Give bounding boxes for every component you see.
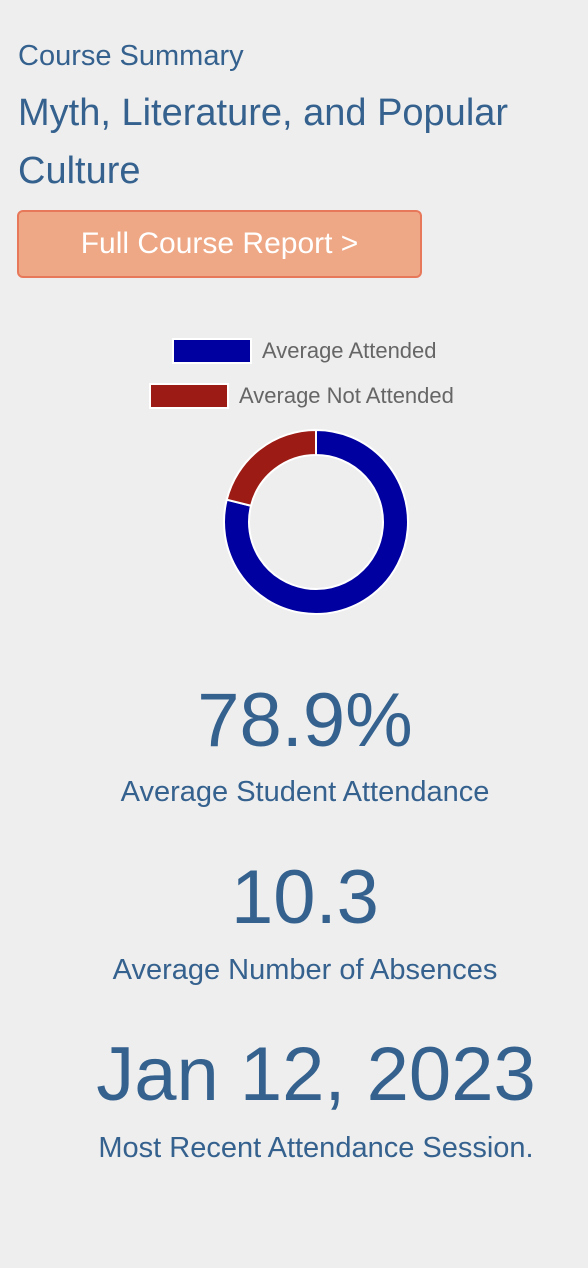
section-label: Course Summary: [18, 40, 244, 72]
legend-label-not-attended: Average Not Attended: [239, 383, 454, 408]
course-title: Myth, Literature, and Popular Culture: [18, 92, 509, 192]
average-absences-caption: Average Number of Absences: [112, 954, 498, 986]
average-absences-value: 10.3: [231, 855, 379, 940]
attendance-doughnut-chart: [216, 425, 416, 625]
legend-label-attended: Average Attended: [262, 338, 437, 363]
full-course-report-button[interactable]: Full Course Report >: [17, 210, 422, 278]
recent-session-caption: Most Recent Attendance Session.: [98, 1132, 534, 1164]
doughnut-svg: [223, 428, 409, 615]
recent-session-value: Jan 12, 2023: [96, 1032, 536, 1117]
doughnut-slice-not-attended[interactable]: [225, 428, 317, 507]
legend-item-attended[interactable]: Average Attended: [172, 336, 437, 366]
legend-swatch-attended: [172, 338, 252, 364]
average-attendance-caption: Average Student Attendance: [120, 776, 490, 808]
doughnut-slice-attended[interactable]: [223, 428, 409, 615]
legend-swatch-not-attended: [149, 383, 229, 409]
legend-item-not-attended[interactable]: Average Not Attended: [149, 381, 454, 411]
average-attendance-value: 78.9%: [197, 678, 413, 763]
